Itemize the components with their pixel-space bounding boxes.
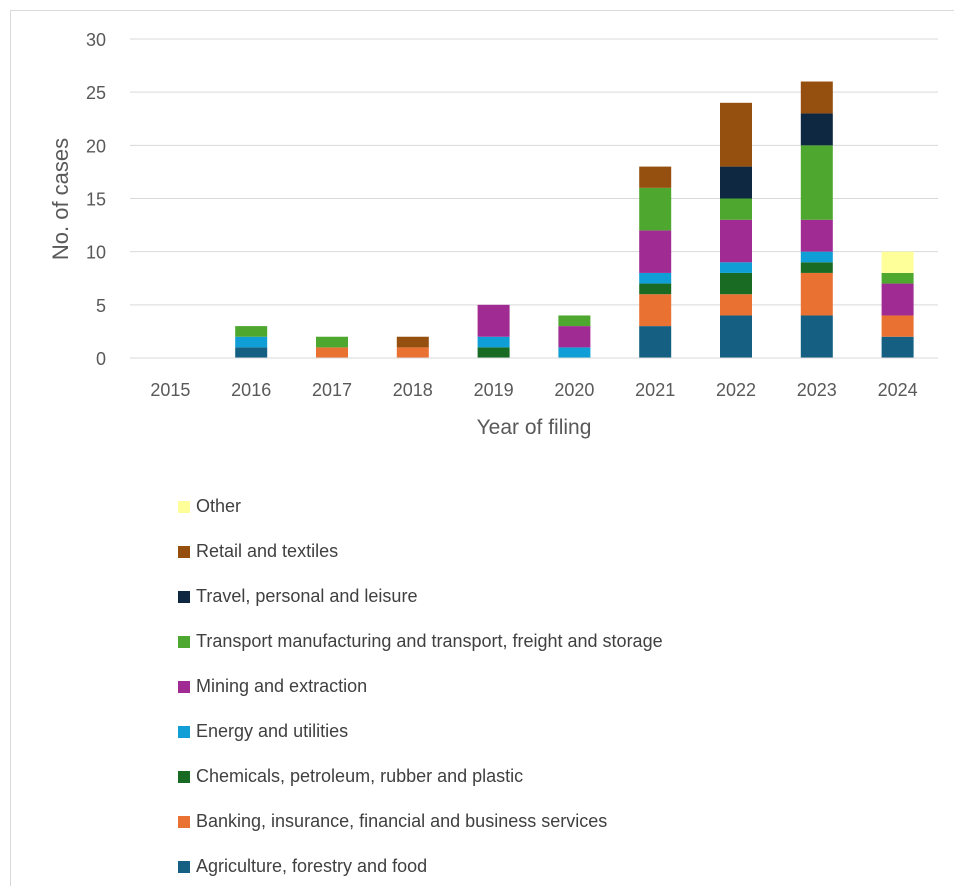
bar-segment xyxy=(235,336,268,348)
legend-label: Energy and utilities xyxy=(196,721,349,741)
legend-item: Transport manufacturing and transport, f… xyxy=(178,619,663,664)
x-tick-label: 2020 xyxy=(554,380,594,400)
legend-item: Retail and textiles xyxy=(178,529,663,574)
legend-swatch xyxy=(178,590,190,603)
bar-segment xyxy=(316,347,348,358)
bar-segment xyxy=(800,219,833,252)
bar-segment xyxy=(235,326,268,337)
x-tick-label: 2021 xyxy=(635,380,675,400)
x-tick-label: 2015 xyxy=(150,380,190,400)
x-tick-label: 2024 xyxy=(878,380,918,400)
bar-segment xyxy=(800,145,833,220)
bar-segment xyxy=(881,283,914,316)
y-tick-label: 10 xyxy=(86,243,106,263)
y-axis-label: No. of cases xyxy=(48,138,73,260)
bar-segment xyxy=(558,326,591,348)
bar-segment xyxy=(477,347,510,358)
bar-segment xyxy=(396,347,429,358)
bar-segment xyxy=(720,294,752,316)
bar-segment xyxy=(558,315,591,327)
bar-segment xyxy=(881,251,914,273)
x-tick-label: 2023 xyxy=(797,380,837,400)
y-tick-label: 0 xyxy=(96,349,106,369)
legend-swatch xyxy=(178,860,190,873)
legend-item: Travel, personal and leisure xyxy=(178,574,663,619)
bar-segment xyxy=(558,347,591,358)
y-axis-tick-labels: 0 5 10 15 20 25 30 xyxy=(86,30,106,369)
legend-item: Banking, insurance, financial and busine… xyxy=(178,799,663,844)
x-tick-label: 2017 xyxy=(312,380,352,400)
y-tick-label: 20 xyxy=(86,136,106,156)
x-tick-label: 2018 xyxy=(393,380,433,400)
bar-segment xyxy=(800,251,833,263)
bar-segment xyxy=(720,315,752,358)
legend-item: Energy and utilities xyxy=(178,709,663,754)
bar-segment xyxy=(235,347,268,358)
y-tick-label: 5 xyxy=(96,296,106,316)
bar-segment xyxy=(881,272,914,284)
legend-swatch xyxy=(178,500,190,513)
bar-segment xyxy=(639,326,672,358)
legend-swatch xyxy=(178,635,190,648)
bar-segment xyxy=(720,198,752,220)
legend-item: Mining and extraction xyxy=(178,664,663,709)
x-tick-label: 2016 xyxy=(231,380,271,400)
legend-item: Chemicals, petroleum, rubber and plastic xyxy=(178,754,663,799)
bars xyxy=(235,81,914,358)
bar-segment xyxy=(477,304,510,337)
legend-swatch xyxy=(178,815,190,828)
legend: Other Retail and textiles Travel, personal… xyxy=(178,484,663,889)
x-axis-tick-labels: 2015 2016 2017 2018 2019 2020 2021 2022 2023 2024 xyxy=(150,380,917,400)
legend-label: Other xyxy=(196,496,242,516)
legend-label: Agriculture, forestry and food xyxy=(196,856,428,876)
legend-swatch xyxy=(178,770,190,783)
legend-swatch xyxy=(178,725,190,738)
bar-segment xyxy=(639,294,672,327)
y-tick-label: 15 xyxy=(86,190,106,210)
bar-segment xyxy=(720,102,752,167)
y-tick-label: 30 xyxy=(86,30,106,50)
bar-segment xyxy=(396,336,429,348)
bar-segment xyxy=(800,262,833,273)
legend-item: Other xyxy=(178,484,663,529)
bar-segment xyxy=(800,272,833,316)
bar-segment xyxy=(800,315,833,358)
bar-segment xyxy=(720,272,752,295)
bar-segment xyxy=(720,262,752,273)
legend-label: Chemicals, petroleum, rubber and plastic xyxy=(196,766,524,786)
bar-segment xyxy=(639,272,672,284)
legend-item: Agriculture, forestry and food xyxy=(178,844,663,889)
bar-segment xyxy=(800,113,833,146)
stacked-bar-chart: 0 5 10 15 20 25 30 2015 2016 2017 2018 2019 2020 202… xyxy=(48,30,938,439)
bar-segment xyxy=(800,81,833,114)
legend-label: Mining and extraction xyxy=(196,676,368,696)
bar-segment xyxy=(639,283,672,295)
bar-segment xyxy=(639,230,672,273)
legend-label: Banking, insurance, financial and busine… xyxy=(196,811,608,831)
x-tick-label: 2022 xyxy=(716,380,756,400)
legend-swatch xyxy=(178,680,190,693)
legend-label: Travel, personal and leisure xyxy=(196,586,418,606)
bar-segment xyxy=(881,336,914,358)
chart-frame xyxy=(10,10,954,886)
bar-segment xyxy=(639,187,672,231)
x-axis-label: Year of filing xyxy=(477,416,592,439)
x-tick-label: 2019 xyxy=(474,380,514,400)
bar-segment xyxy=(316,336,348,348)
bar-segment xyxy=(720,219,752,263)
legend-swatch xyxy=(178,545,190,558)
bar-segment xyxy=(639,166,672,188)
legend-label: Transport manufacturing and transport, f… xyxy=(196,631,663,651)
bar-segment xyxy=(477,336,510,348)
bar-segment xyxy=(720,166,752,199)
y-tick-label: 25 xyxy=(86,83,106,103)
legend-label: Retail and textiles xyxy=(196,541,339,561)
bar-segment xyxy=(881,315,914,337)
